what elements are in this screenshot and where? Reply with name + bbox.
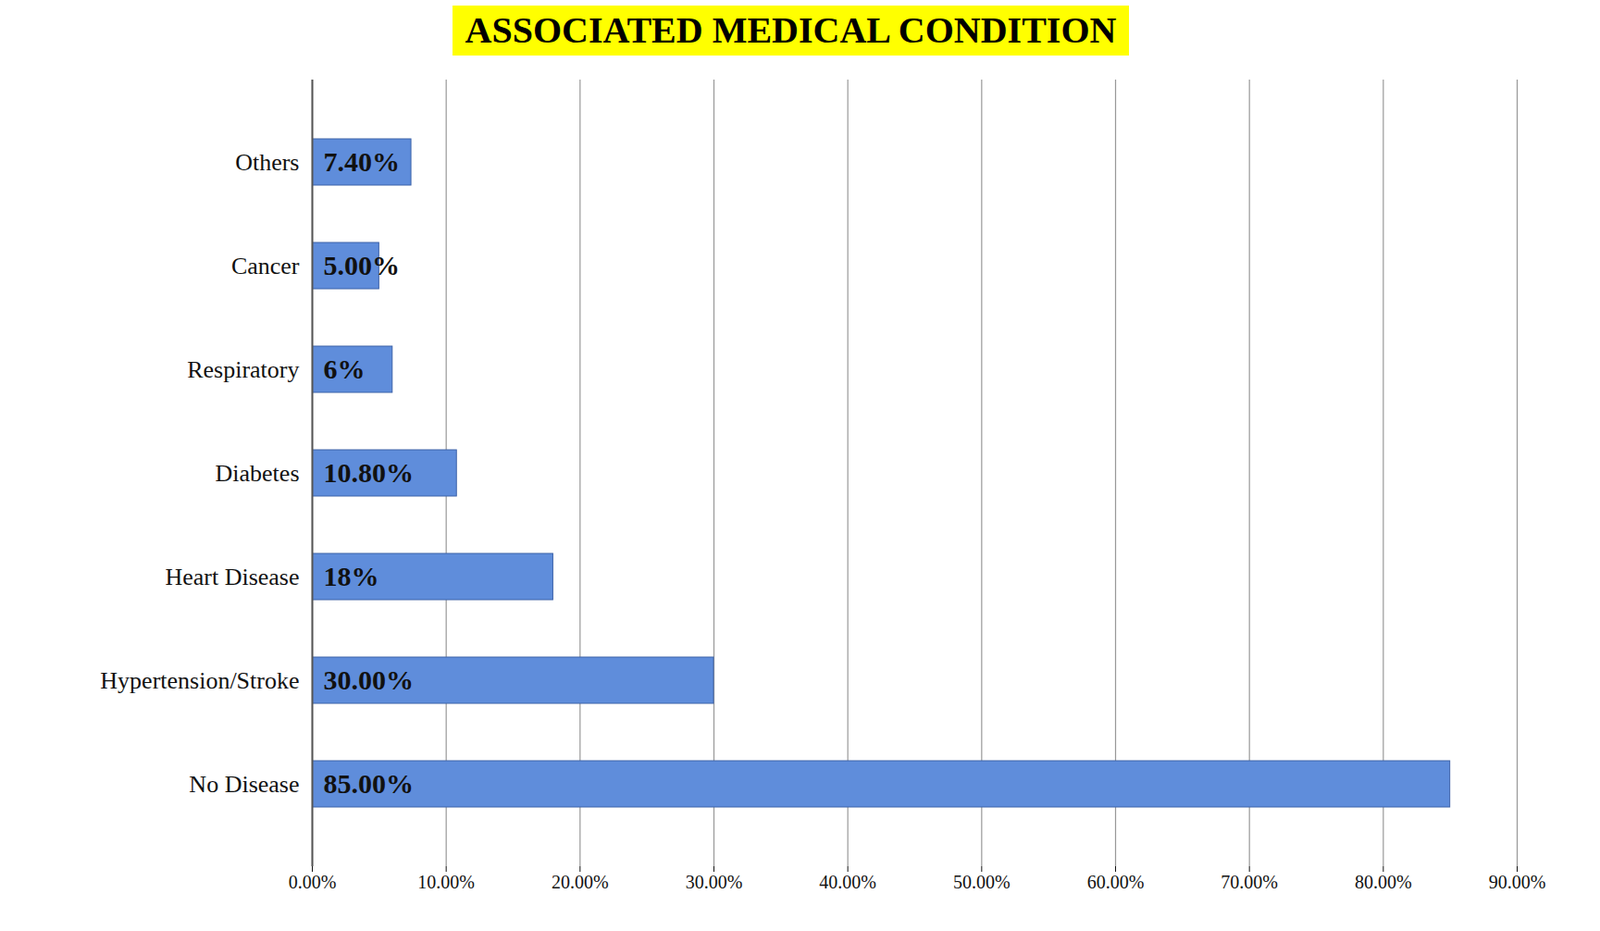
- svg-text:50.00%: 50.00%: [953, 871, 1011, 893]
- svg-text:No Disease: No Disease: [188, 770, 299, 798]
- svg-text:70.00%: 70.00%: [1220, 871, 1278, 893]
- svg-text:Diabetes: Diabetes: [215, 459, 300, 487]
- svg-text:Hypertension/Stroke: Hypertension/Stroke: [99, 667, 299, 695]
- svg-text:Cancer: Cancer: [231, 252, 300, 280]
- svg-text:30.00%: 30.00%: [685, 871, 744, 893]
- svg-text:10.80%: 10.80%: [323, 457, 415, 488]
- svg-text:60.00%: 60.00%: [1087, 871, 1145, 893]
- svg-text:Heart Disease: Heart Disease: [164, 563, 299, 591]
- svg-text:20.00%: 20.00%: [551, 871, 609, 893]
- svg-text:85.00%: 85.00%: [323, 768, 415, 799]
- svg-text:Others: Others: [235, 148, 299, 176]
- svg-text:5.00%: 5.00%: [323, 249, 401, 281]
- svg-text:10.00%: 10.00%: [417, 871, 475, 893]
- svg-text:90.00%: 90.00%: [1488, 871, 1547, 893]
- svg-text:30.00%: 30.00%: [323, 664, 415, 695]
- svg-text:40.00%: 40.00%: [818, 871, 877, 893]
- svg-text:80.00%: 80.00%: [1354, 871, 1413, 893]
- svg-text:0.00%: 0.00%: [288, 871, 337, 893]
- svg-text:7.40%: 7.40%: [323, 146, 401, 177]
- svg-text:Respiratory: Respiratory: [186, 356, 299, 384]
- svg-text:6%: 6%: [323, 353, 366, 385]
- svg-text:18%: 18%: [323, 560, 380, 592]
- html-text:ASSOCIATED MEDICAL CONDITION: ASSOCIATED MEDICAL CONDITION: [465, 9, 1117, 51]
